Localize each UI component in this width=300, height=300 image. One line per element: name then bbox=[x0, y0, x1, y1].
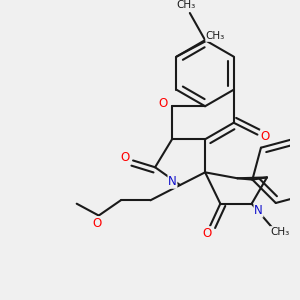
Text: O: O bbox=[260, 130, 270, 143]
Text: CH₃: CH₃ bbox=[270, 227, 289, 237]
Text: CH₃: CH₃ bbox=[206, 31, 225, 41]
Text: N: N bbox=[168, 175, 177, 188]
Text: O: O bbox=[92, 217, 102, 230]
Text: CH₃: CH₃ bbox=[177, 0, 196, 11]
Text: O: O bbox=[121, 151, 130, 164]
Text: O: O bbox=[158, 97, 167, 110]
Text: N: N bbox=[254, 204, 263, 217]
Text: O: O bbox=[202, 227, 212, 240]
